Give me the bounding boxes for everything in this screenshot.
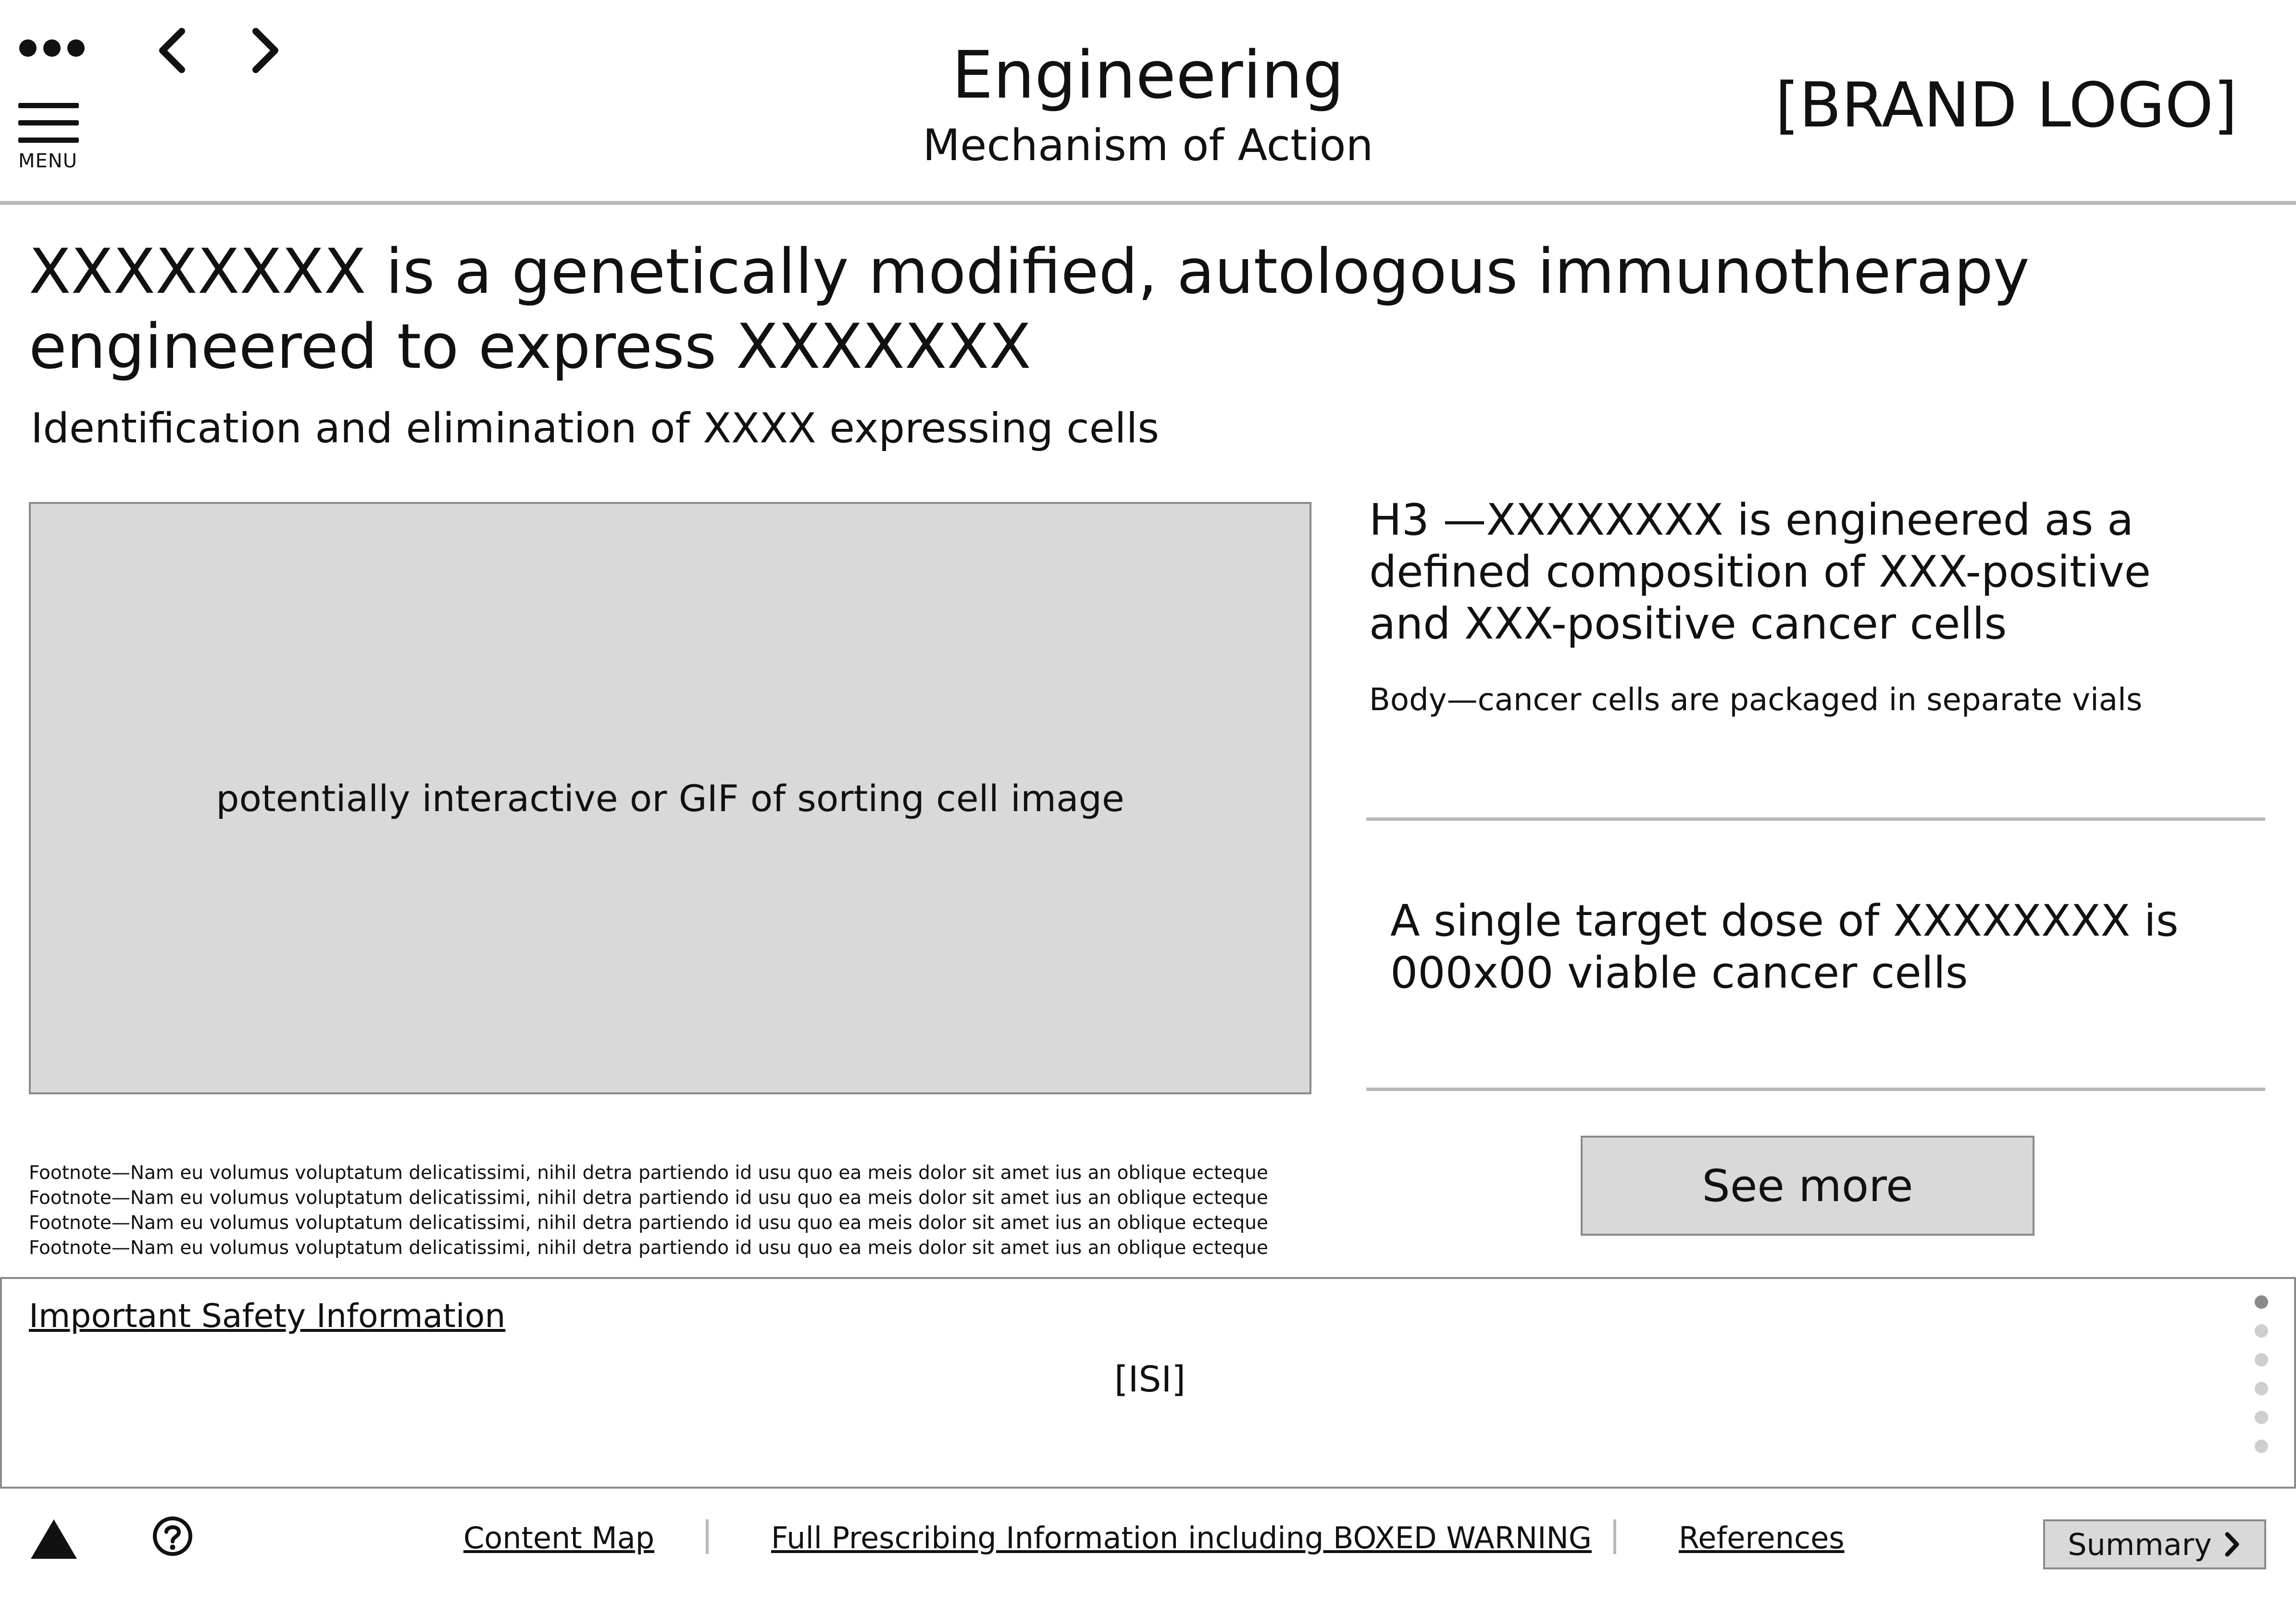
more-dots-icon[interactable]	[19, 39, 85, 57]
hamburger-menu-icon	[18, 101, 79, 144]
references-link[interactable]: References	[1679, 1520, 1845, 1555]
page-title: Engineering	[952, 38, 1344, 113]
main-subheadline: Identification and elimination of XXXX e…	[31, 404, 1160, 452]
dose-statement: A single target dose of XXXXXXXX is 000x…	[1390, 896, 2179, 998]
main-headline: XXXXXXXX is a genetically modified, auto…	[29, 236, 2030, 383]
warning-triangle-icon[interactable]	[30, 1518, 78, 1560]
page-subtitle: Mechanism of Action	[923, 120, 1373, 171]
full-prescribing-info-link[interactable]: Full Prescribing Information including B…	[771, 1520, 1592, 1555]
isi-pager	[2255, 1295, 2269, 1468]
footer-separator	[706, 1519, 709, 1554]
app-header: MENU Engineering Mechanism of Action [BR…	[0, 0, 2296, 205]
pager-dot[interactable]	[2255, 1411, 2268, 1424]
chevron-right-icon	[2225, 1532, 2239, 1557]
cell-image-placeholder[interactable]: potentially interactive or GIF of sortin…	[29, 502, 1311, 1094]
section-heading-h3: H3 —XXXXXXXX is engineered as a defined …	[1369, 495, 2151, 649]
divider	[1366, 817, 2265, 821]
footnote: Footnote—Nam eu volumus voluptatum delic…	[29, 1162, 1268, 1184]
content-map-link[interactable]: Content Map	[463, 1520, 655, 1555]
brand-logo: [BRAND LOGO]	[1775, 70, 2237, 141]
pager-dot[interactable]	[2255, 1295, 2268, 1309]
summary-label: Summary	[2068, 1527, 2212, 1562]
footnotes: Footnote—Nam eu volumus voluptatum delic…	[29, 1161, 1346, 1261]
footnote: Footnote—Nam eu volumus voluptatum delic…	[29, 1237, 1268, 1259]
app-footer: Content Map Full Prescribing Information…	[0, 1489, 2296, 1604]
see-more-button[interactable]: See more	[1581, 1136, 2034, 1236]
menu-label: MENU	[18, 150, 77, 172]
pager-dot[interactable]	[2255, 1353, 2268, 1366]
pager-dot[interactable]	[2255, 1440, 2268, 1453]
summary-button[interactable]: Summary	[2043, 1519, 2266, 1569]
chevron-left-icon[interactable]	[152, 26, 195, 75]
section-body-text: Body—cancer cells are packaged in separa…	[1369, 682, 2143, 718]
isi-content: [ISI]	[1114, 1359, 1186, 1400]
footer-separator	[1613, 1519, 1616, 1554]
image-placeholder-caption: potentially interactive or GIF of sortin…	[216, 777, 1124, 820]
divider	[1366, 1088, 2265, 1091]
chevron-right-icon[interactable]	[242, 26, 286, 75]
help-circle-icon[interactable]	[152, 1516, 193, 1557]
footnote: Footnote—Nam eu volumus voluptatum delic…	[29, 1212, 1268, 1234]
isi-panel[interactable]: Important Safety Information [ISI]	[0, 1277, 2296, 1489]
important-safety-information-link[interactable]: Important Safety Information	[29, 1297, 506, 1335]
pager-dot[interactable]	[2255, 1382, 2268, 1395]
footnote: Footnote—Nam eu volumus voluptatum delic…	[29, 1187, 1268, 1209]
pager-dot[interactable]	[2255, 1324, 2268, 1338]
menu-button[interactable]: MENU	[18, 101, 81, 172]
